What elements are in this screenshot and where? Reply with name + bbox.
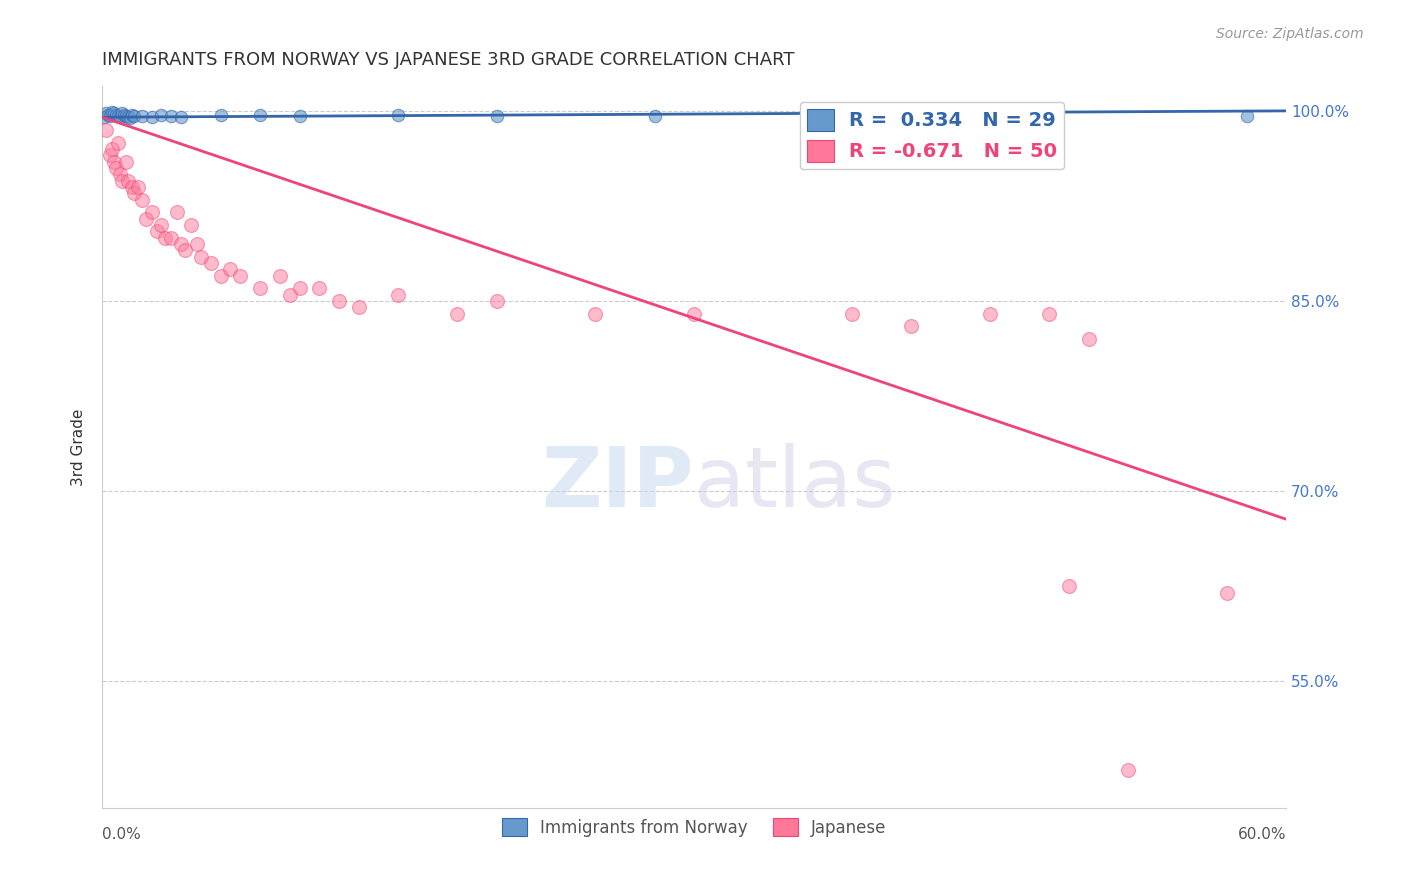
Point: [841, 307, 863, 321]
Point: [1057, 579, 1080, 593]
Point: [683, 307, 706, 321]
Point: [174, 244, 197, 258]
Point: [122, 109, 145, 123]
Legend: Immigrants from Norway, Japanese: Immigrants from Norway, Japanese: [495, 812, 893, 843]
Point: [979, 307, 1001, 321]
Point: [269, 268, 291, 283]
Point: [141, 205, 163, 219]
Point: [387, 287, 409, 301]
Point: [97, 108, 120, 122]
Point: [387, 108, 409, 122]
Point: [98, 109, 121, 123]
Point: [841, 105, 863, 120]
Point: [644, 109, 666, 123]
Point: [219, 262, 242, 277]
Point: [583, 307, 606, 321]
Point: [308, 281, 330, 295]
Point: [190, 250, 212, 264]
Point: [229, 268, 252, 283]
Point: [209, 268, 232, 283]
Point: [131, 193, 153, 207]
Point: [1077, 332, 1099, 346]
Point: [249, 108, 271, 122]
Text: Source: ZipAtlas.com: Source: ZipAtlas.com: [1216, 27, 1364, 41]
Point: [347, 301, 370, 315]
Point: [155, 230, 177, 244]
Point: [170, 237, 193, 252]
Point: [160, 230, 183, 244]
Point: [485, 294, 508, 309]
Point: [111, 106, 134, 120]
Point: [146, 224, 169, 238]
Point: [122, 186, 145, 201]
Point: [180, 218, 202, 232]
Point: [288, 281, 311, 295]
Point: [135, 211, 157, 226]
Point: [1216, 585, 1239, 599]
Point: [328, 294, 350, 309]
Point: [108, 110, 131, 124]
Point: [186, 237, 208, 252]
Point: [107, 136, 129, 150]
Point: [166, 205, 188, 219]
Point: [141, 110, 163, 124]
Point: [101, 105, 124, 120]
Point: [131, 109, 153, 123]
Text: 0.0%: 0.0%: [103, 827, 141, 842]
Point: [150, 218, 173, 232]
Point: [118, 112, 141, 126]
Point: [96, 123, 118, 137]
Point: [1236, 109, 1258, 123]
Point: [111, 173, 134, 187]
Point: [112, 108, 135, 122]
Point: [900, 319, 922, 334]
Point: [107, 109, 129, 123]
Point: [1038, 307, 1060, 321]
Point: [249, 281, 271, 295]
Point: [121, 108, 143, 122]
Point: [96, 106, 118, 120]
Point: [105, 161, 128, 175]
Point: [117, 173, 139, 187]
Point: [446, 307, 468, 321]
Text: atlas: atlas: [695, 442, 896, 524]
Point: [209, 108, 232, 122]
Y-axis label: 3rd Grade: 3rd Grade: [72, 409, 86, 485]
Point: [485, 109, 508, 123]
Point: [98, 148, 121, 162]
Text: ZIP: ZIP: [541, 442, 695, 524]
Point: [108, 167, 131, 181]
Point: [103, 154, 125, 169]
Point: [93, 110, 115, 124]
Point: [150, 108, 173, 122]
Point: [288, 109, 311, 123]
Point: [278, 287, 301, 301]
Point: [117, 110, 139, 124]
Text: IMMIGRANTS FROM NORWAY VS JAPANESE 3RD GRADE CORRELATION CHART: IMMIGRANTS FROM NORWAY VS JAPANESE 3RD G…: [103, 51, 794, 69]
Point: [127, 180, 149, 194]
Point: [105, 108, 128, 122]
Point: [160, 109, 183, 123]
Point: [1116, 763, 1139, 777]
Point: [115, 154, 138, 169]
Point: [103, 106, 125, 120]
Point: [170, 110, 193, 124]
Point: [200, 256, 222, 270]
Point: [115, 109, 138, 123]
Point: [101, 142, 124, 156]
Point: [121, 180, 143, 194]
Text: 60.0%: 60.0%: [1237, 827, 1286, 842]
